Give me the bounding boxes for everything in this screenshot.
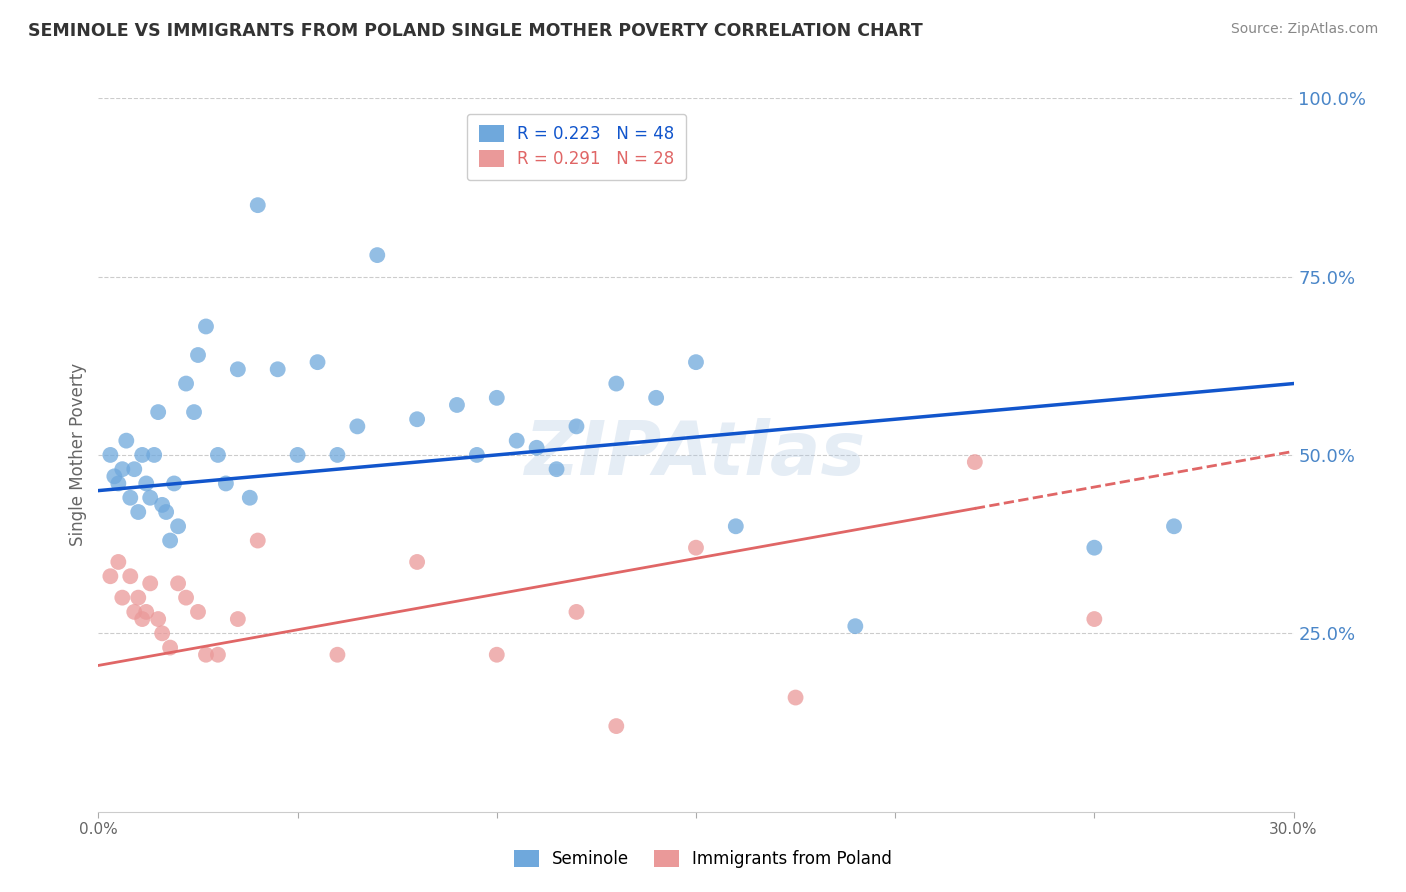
Point — [226, 612, 249, 626]
Point — [174, 591, 197, 605]
Point — [605, 719, 627, 733]
Point — [565, 605, 588, 619]
Point — [246, 533, 269, 548]
Point — [159, 533, 181, 548]
Point — [143, 448, 166, 462]
Text: Source: ZipAtlas.com: Source: ZipAtlas.com — [1230, 22, 1378, 37]
Point — [159, 640, 181, 655]
Point — [124, 462, 146, 476]
Point — [506, 434, 529, 448]
Point — [546, 462, 568, 476]
Point — [148, 612, 170, 626]
Point — [963, 455, 986, 469]
Point — [605, 376, 627, 391]
Point — [120, 491, 142, 505]
Point — [406, 555, 429, 569]
Point — [685, 355, 707, 369]
Point — [150, 498, 173, 512]
Point — [139, 576, 162, 591]
Point — [267, 362, 290, 376]
Point — [685, 541, 707, 555]
Point — [485, 391, 508, 405]
Point — [163, 476, 186, 491]
Point — [187, 605, 209, 619]
Point — [127, 505, 149, 519]
Point — [148, 405, 170, 419]
Point — [103, 469, 125, 483]
Point — [215, 476, 238, 491]
Legend: Seminole, Immigrants from Poland: Seminole, Immigrants from Poland — [508, 843, 898, 875]
Point — [150, 626, 173, 640]
Point — [131, 448, 153, 462]
Point — [485, 648, 508, 662]
Point — [1163, 519, 1185, 533]
Point — [346, 419, 368, 434]
Point — [111, 462, 134, 476]
Point — [131, 612, 153, 626]
Text: SEMINOLE VS IMMIGRANTS FROM POLAND SINGLE MOTHER POVERTY CORRELATION CHART: SEMINOLE VS IMMIGRANTS FROM POLAND SINGL… — [28, 22, 922, 40]
Point — [135, 476, 157, 491]
Point — [239, 491, 262, 505]
Y-axis label: Single Mother Poverty: Single Mother Poverty — [69, 363, 87, 547]
Point — [127, 591, 149, 605]
Point — [207, 448, 229, 462]
Point — [115, 434, 138, 448]
Point — [287, 448, 309, 462]
Point — [226, 362, 249, 376]
Point — [406, 412, 429, 426]
Point — [366, 248, 388, 262]
Text: ZIPAtlas: ZIPAtlas — [526, 418, 866, 491]
Point — [785, 690, 807, 705]
Point — [167, 576, 190, 591]
Point — [100, 448, 122, 462]
Point — [844, 619, 866, 633]
Point — [1083, 541, 1105, 555]
Point — [139, 491, 162, 505]
Point — [107, 476, 129, 491]
Point — [183, 405, 205, 419]
Point — [174, 376, 197, 391]
Point — [326, 448, 349, 462]
Point — [326, 648, 349, 662]
Legend: R = 0.223   N = 48, R = 0.291   N = 28: R = 0.223 N = 48, R = 0.291 N = 28 — [467, 113, 686, 180]
Point — [111, 591, 134, 605]
Point — [446, 398, 468, 412]
Point — [135, 605, 157, 619]
Point — [645, 391, 668, 405]
Point — [107, 555, 129, 569]
Point — [195, 648, 218, 662]
Point — [120, 569, 142, 583]
Point — [1083, 612, 1105, 626]
Point — [187, 348, 209, 362]
Point — [124, 605, 146, 619]
Point — [526, 441, 548, 455]
Point — [565, 419, 588, 434]
Point — [195, 319, 218, 334]
Point — [167, 519, 190, 533]
Point — [100, 569, 122, 583]
Point — [155, 505, 177, 519]
Point — [207, 648, 229, 662]
Point — [246, 198, 269, 212]
Point — [307, 355, 329, 369]
Point — [724, 519, 747, 533]
Point — [465, 448, 488, 462]
